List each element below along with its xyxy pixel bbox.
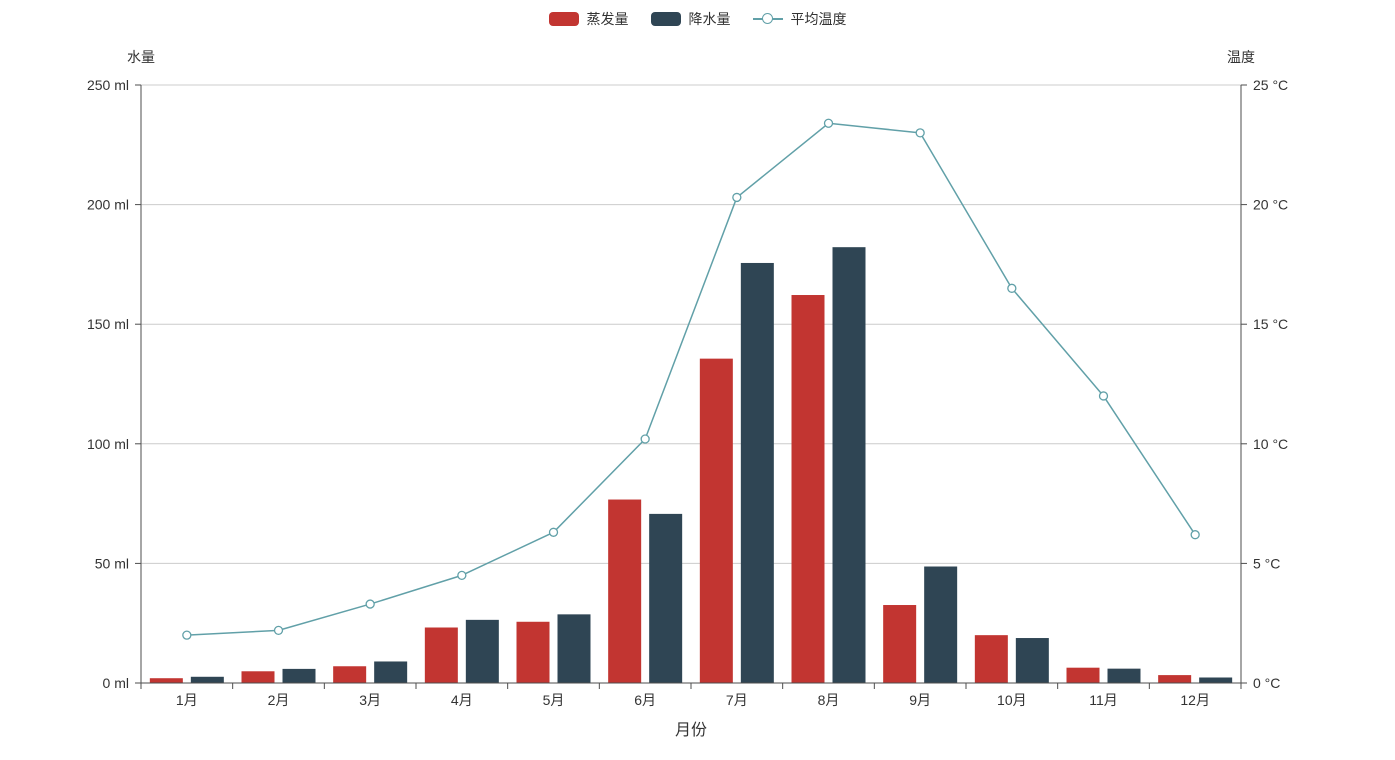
line-avg-temperature [186, 122, 1196, 636]
bar-precipitation-11月[interactable] [1107, 668, 1141, 683]
y-right-tick-label: 15 °C [1253, 316, 1288, 332]
point-avg-temperature-10月[interactable] [1007, 283, 1017, 293]
bar-precipitation-12月[interactable] [1199, 677, 1233, 683]
legend-label: 降水量 [688, 11, 731, 27]
bar-precipitation-3月[interactable] [374, 661, 408, 683]
x-tick-label: 3月 [359, 692, 381, 708]
legend-item-evaporation[interactable]: 蒸发量 [548, 11, 629, 27]
y-right-tick-label: 25 °C [1253, 77, 1288, 93]
x-tick-label: 12月 [1180, 692, 1210, 708]
x-tick-label: 7月 [726, 692, 748, 708]
bar-precipitation-10月[interactable] [1015, 638, 1049, 683]
bar-evaporation-4月[interactable] [424, 627, 458, 683]
y-right-axis-name: 温度 [1227, 49, 1255, 65]
line-marker-icon [752, 12, 783, 26]
x-axis-title: 月份 [675, 721, 707, 739]
x-tick-label: 8月 [818, 692, 840, 708]
bar-precipitation-9月[interactable] [924, 566, 958, 683]
bar-evaporation-11月[interactable] [1066, 667, 1100, 683]
point-avg-temperature-6月[interactable] [640, 434, 650, 444]
bar-evaporation-7月[interactable] [699, 358, 733, 683]
line-marker-circle-icon [761, 13, 773, 24]
y-left-tick-label: 50 ml [95, 555, 129, 571]
x-tick-label: 10月 [997, 692, 1027, 708]
y-right-tick-label: 5 °C [1253, 555, 1280, 571]
point-avg-temperature-4月[interactable] [457, 570, 467, 581]
evaporation-swatch-icon [548, 12, 579, 26]
y-left-tick-label: 150 ml [87, 316, 129, 332]
x-tick-label: 1月 [176, 692, 198, 708]
legend-label: 平均温度 [790, 11, 847, 27]
point-avg-temperature-1月[interactable] [182, 630, 192, 640]
legend: 蒸发量 降水量 平均温度 [0, 12, 1395, 26]
y-left-tick-label: 200 ml [87, 197, 129, 213]
bar-evaporation-8月[interactable] [791, 295, 825, 683]
x-tick-label: 4月 [451, 692, 473, 708]
bar-precipitation-7月[interactable] [740, 262, 774, 683]
y-left-axis-name: 水量 [127, 49, 155, 65]
point-avg-temperature-5月[interactable] [548, 527, 559, 537]
bar-precipitation-8月[interactable] [832, 247, 866, 683]
point-avg-temperature-9月[interactable] [915, 128, 925, 138]
bar-precipitation-1月[interactable] [190, 676, 224, 683]
legend-label: 蒸发量 [586, 11, 629, 27]
y-left-tick-label: 0 ml [103, 675, 129, 691]
point-avg-temperature-3月[interactable] [365, 599, 375, 609]
x-tick-label: 5月 [543, 692, 565, 708]
bar-evaporation-9月[interactable] [883, 605, 917, 683]
bar-precipitation-5月[interactable] [557, 614, 591, 683]
bar-evaporation-3月[interactable] [333, 666, 367, 683]
x-tick-label: 6月 [634, 692, 656, 708]
bar-evaporation-6月[interactable] [608, 499, 642, 683]
bar-precipitation-4月[interactable] [465, 619, 499, 683]
precipitation-swatch-icon [650, 12, 681, 26]
y-right-tick-label: 0 °C [1253, 675, 1280, 691]
bar-precipitation-2月[interactable] [282, 668, 316, 683]
bar-evaporation-2月[interactable] [241, 671, 275, 683]
bar-evaporation-5月[interactable] [516, 621, 550, 683]
y-right-tick-label: 20 °C [1253, 197, 1288, 213]
bar-precipitation-6月[interactable] [649, 513, 683, 683]
legend-item-avg-temperature[interactable]: 平均温度 [752, 11, 847, 27]
bar-evaporation-1月[interactable] [149, 678, 183, 683]
point-avg-temperature-12月[interactable] [1190, 530, 1200, 540]
legend-item-precipitation[interactable]: 降水量 [650, 11, 731, 27]
y-left-tick-label: 250 ml [87, 77, 129, 93]
x-tick-label: 9月 [909, 692, 931, 708]
point-avg-temperature-8月[interactable] [823, 118, 834, 128]
bar-evaporation-10月[interactable] [974, 635, 1008, 683]
point-avg-temperature-2月[interactable] [273, 625, 284, 636]
y-left-tick-label: 100 ml [87, 436, 129, 452]
point-avg-temperature-11月[interactable] [1098, 391, 1109, 401]
x-tick-label: 11月 [1089, 692, 1118, 708]
point-avg-temperature-7月[interactable] [732, 192, 742, 203]
y-right-tick-label: 10 °C [1253, 436, 1288, 452]
x-tick-label: 2月 [268, 692, 290, 708]
bar-evaporation-12月[interactable] [1158, 675, 1192, 683]
